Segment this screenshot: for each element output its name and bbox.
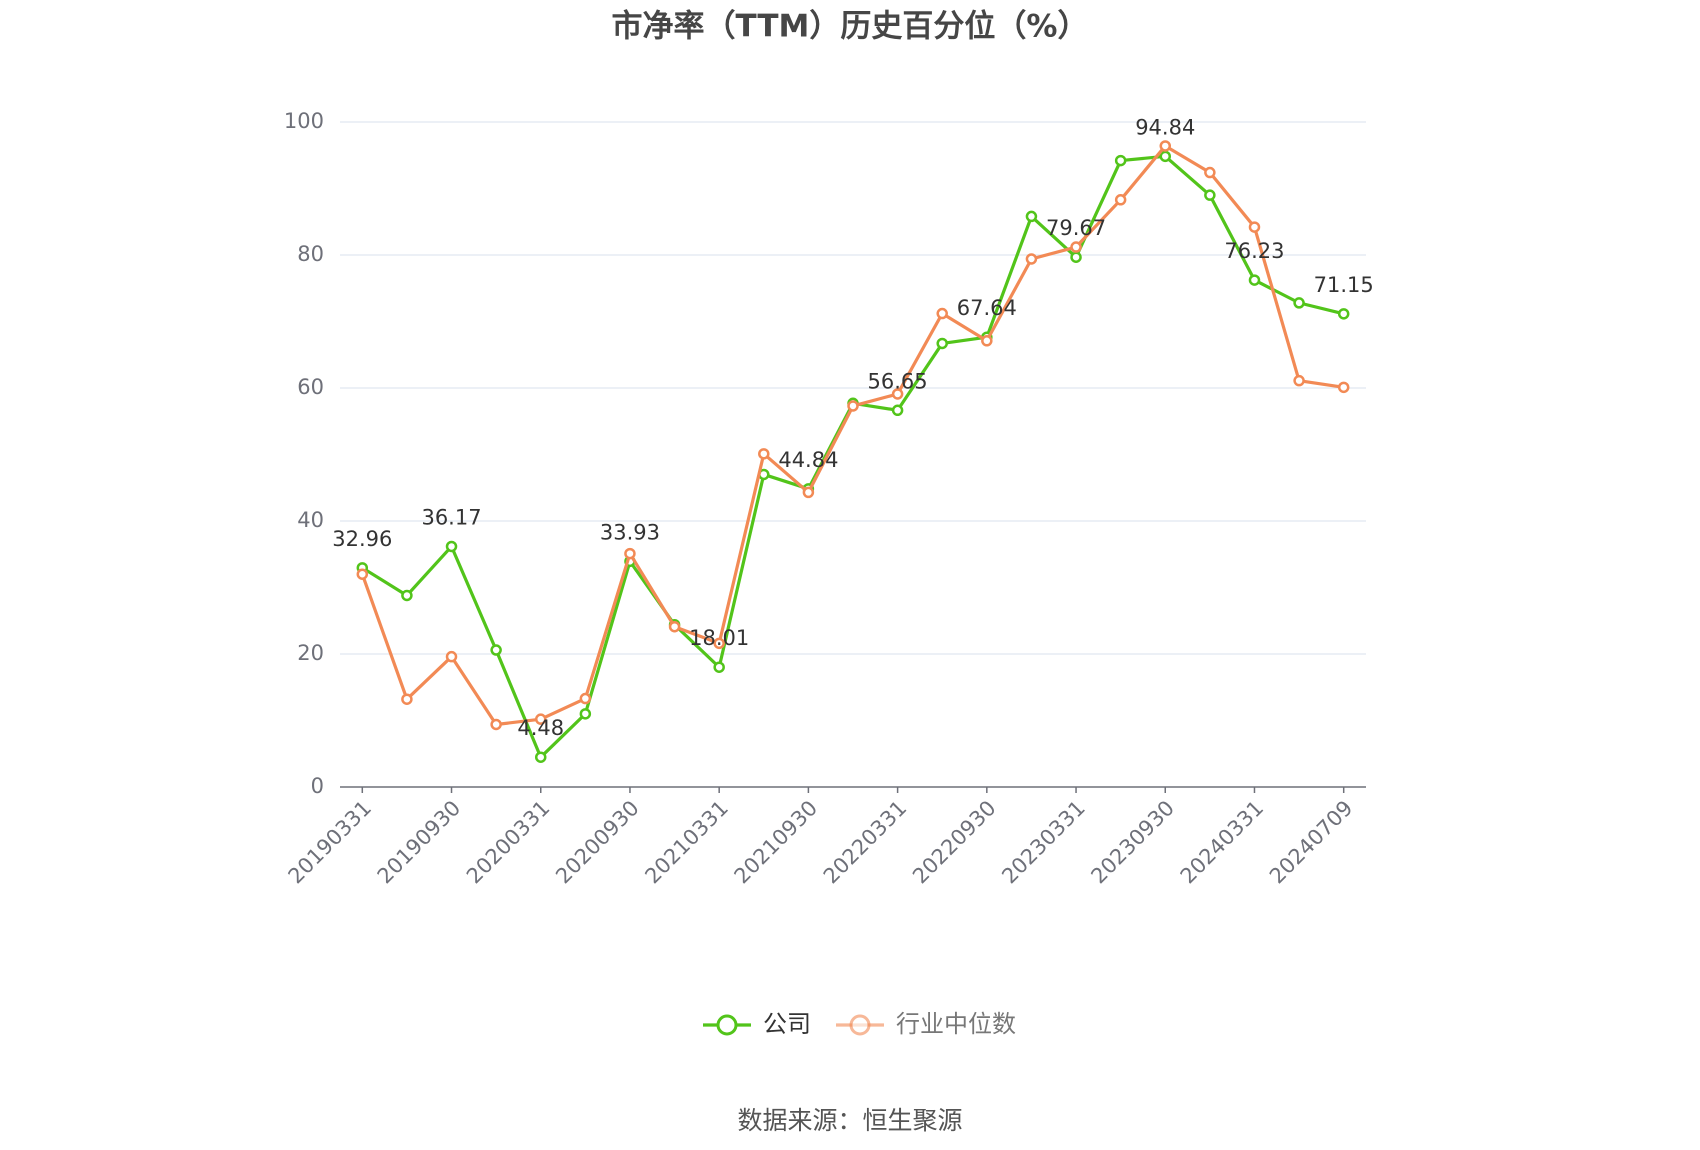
- data-label: 18.01: [689, 626, 749, 650]
- x-tick-label: 20230930: [1086, 796, 1179, 889]
- data-label: 44.84: [778, 448, 838, 472]
- x-tick-label: 20210331: [640, 796, 733, 889]
- point: [490, 718, 502, 731]
- x-tick-label: 20220930: [908, 796, 1001, 889]
- point: [401, 589, 413, 602]
- point: [936, 337, 948, 350]
- data-label: 4.48: [517, 716, 564, 740]
- point: [1204, 189, 1216, 201]
- point: [802, 486, 815, 499]
- point: [847, 400, 859, 412]
- y-tick-label: 40: [297, 508, 324, 532]
- data-label: 71.15: [1314, 273, 1374, 297]
- data-label: 76.23: [1224, 239, 1284, 263]
- x-tick-label: 20210930: [730, 796, 823, 889]
- series-line: [360, 144, 1344, 727]
- point: [1337, 381, 1350, 394]
- point: [713, 661, 725, 673]
- point: [401, 693, 413, 705]
- series: [356, 140, 1350, 731]
- y-tick-label: 80: [297, 242, 324, 266]
- y-tick-label: 20: [297, 641, 324, 665]
- point: [1114, 194, 1127, 206]
- x-tick-label: 20200930: [551, 796, 644, 889]
- point: [490, 644, 502, 656]
- point: [445, 650, 458, 663]
- x-tick-label: 20240331: [1176, 796, 1269, 889]
- data-label: 79.67: [1046, 216, 1106, 240]
- point: [1025, 253, 1038, 265]
- series-line: [361, 154, 1345, 759]
- data-label: 32.96: [332, 527, 392, 551]
- point: [936, 307, 948, 320]
- x-tick-label: 20190331: [284, 796, 377, 889]
- point: [534, 713, 547, 725]
- point: [579, 692, 592, 705]
- legend-marker: [716, 1014, 738, 1036]
- point: [891, 404, 904, 417]
- data-label: 56.65: [868, 369, 928, 393]
- point: [1159, 150, 1172, 163]
- x-tick-label: 20220331: [819, 796, 912, 889]
- x-tick-label: 20230331: [997, 796, 1090, 889]
- legend-label: 行业中位数: [896, 1010, 1016, 1038]
- legend-label: 公司: [763, 1010, 811, 1038]
- point: [981, 335, 993, 347]
- x-tick-label: 20200331: [462, 796, 555, 889]
- series: [356, 150, 1350, 763]
- data-label: 94.84: [1135, 115, 1195, 139]
- data-label: 67.64: [957, 296, 1017, 320]
- point: [1070, 251, 1082, 263]
- point: [579, 708, 592, 720]
- point: [1248, 221, 1261, 233]
- data-label: 33.93: [600, 520, 660, 544]
- source: 数据来源：恒生聚源: [737, 1106, 962, 1135]
- x-tick-label: 20240709: [1265, 796, 1358, 889]
- point: [1025, 210, 1038, 223]
- point: [1204, 166, 1216, 179]
- chart-title: 市净率（TTM）历史百分位（%）: [612, 9, 1089, 45]
- point: [891, 388, 904, 400]
- x-tick-label: 20190930: [373, 796, 466, 889]
- y-tick-label: 60: [297, 375, 324, 399]
- point: [758, 448, 770, 460]
- point: [713, 637, 725, 650]
- y-tick-label: 100: [284, 109, 324, 133]
- point: [1293, 374, 1305, 387]
- point: [445, 540, 458, 553]
- data-label: 36.17: [421, 505, 481, 529]
- point: [356, 568, 369, 580]
- point: [624, 547, 636, 560]
- y-tick-label: 0: [311, 774, 324, 798]
- point: [1293, 297, 1305, 309]
- point: [1159, 140, 1172, 152]
- point: [1337, 308, 1350, 320]
- point: [668, 620, 681, 633]
- point: [534, 751, 547, 763]
- point: [1248, 274, 1261, 286]
- point: [1070, 241, 1082, 253]
- legend-marker: [849, 1014, 871, 1036]
- point: [1114, 154, 1127, 167]
